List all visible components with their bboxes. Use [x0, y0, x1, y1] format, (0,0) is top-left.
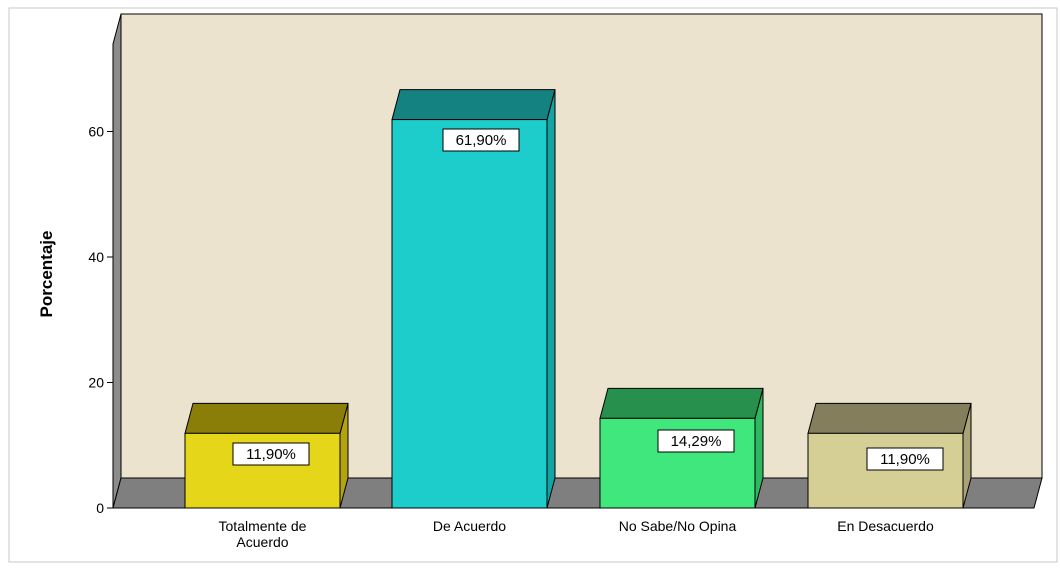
y-axis-ticks: 0 20 40 60 — [88, 124, 113, 516]
bar-top — [391, 89, 556, 121]
y-axis-label: Porcentaje — [37, 231, 56, 318]
bar — [391, 89, 556, 509]
data-label-box — [866, 447, 944, 471]
bar-top — [184, 402, 349, 434]
data-label: 11,90% — [246, 446, 296, 463]
chart-frame — [8, 7, 1058, 563]
x-tick-label: De Acuerdo — [433, 518, 506, 534]
x-tick-label: No Sabe/No Opina — [619, 518, 737, 534]
data-label: 14,29% — [671, 433, 722, 450]
y-tick-label: 20 — [88, 375, 104, 391]
x-tick-label: Totalmente de — [219, 518, 307, 534]
bar — [807, 402, 972, 509]
bar-side — [546, 89, 556, 509]
bar-top — [807, 402, 972, 434]
x-tick-label: En Desacuerdo — [837, 518, 934, 534]
bar-front — [807, 432, 964, 509]
x-tick-label: Acuerdo — [236, 534, 288, 550]
data-label: 11,90% — [880, 451, 930, 468]
data-label-box — [442, 128, 520, 152]
y-tick-label: 60 — [88, 124, 104, 140]
bars: 11,90% 61,90% 14,29% 11,90% — [184, 89, 972, 509]
bar-front — [391, 119, 548, 509]
data-label: 61,90% — [456, 132, 507, 149]
y-tick-label: 0 — [96, 500, 104, 516]
y-tick-label: 40 — [88, 249, 104, 265]
bar-top — [599, 387, 764, 419]
left-wall — [112, 13, 122, 509]
data-label-box — [232, 442, 310, 466]
data-label-box — [657, 429, 735, 453]
